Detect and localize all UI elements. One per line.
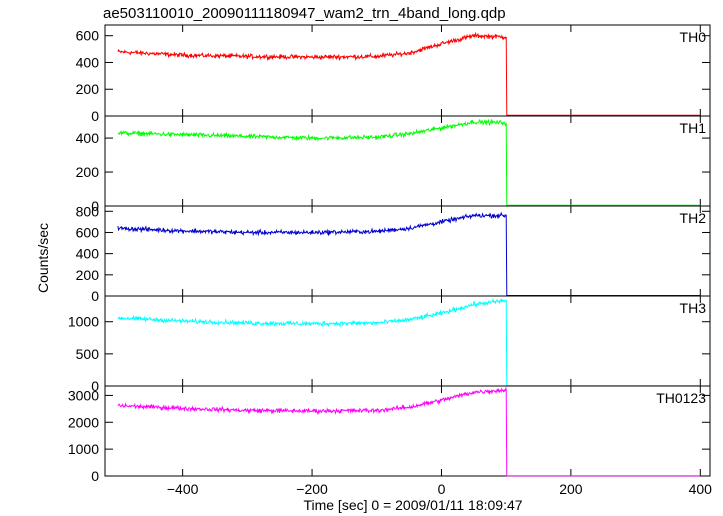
series-line-th0123 [117, 386, 701, 477]
y-tick-label: 0 [91, 288, 99, 304]
series-line-th1 [117, 118, 701, 206]
y-tick-label: 500 [76, 346, 100, 362]
y-tick-label: 0 [91, 378, 99, 394]
panel-frame [104, 295, 711, 387]
y-tick-label: 600 [76, 224, 100, 240]
y-tick-label: 800 [76, 203, 100, 219]
y-tick-label: 2000 [68, 414, 99, 430]
y-tick-label: 1000 [68, 314, 99, 330]
y-tick-label: 0 [91, 108, 99, 124]
y-tick-label: 200 [76, 164, 100, 180]
panel-label: TH2 [680, 210, 707, 226]
panel-label: TH0123 [656, 390, 706, 406]
y-axis-label: Counts/sec [35, 223, 51, 293]
y-tick-label: 400 [76, 246, 100, 262]
y-tick-label: 400 [76, 54, 100, 70]
series-line-th0 [117, 31, 701, 116]
series-line-th3 [117, 297, 701, 387]
panel-frame [104, 24, 711, 117]
y-tick-label: 1000 [68, 441, 99, 457]
chart-title: ae503110010_20090111180947_wam2_trn_4ban… [103, 5, 506, 22]
y-tick-label: 200 [76, 267, 100, 283]
panel-th0123: 0 1000 2000 3000 TH0123 [68, 385, 711, 484]
y-tick-label: 600 [76, 28, 100, 44]
panel-frame [104, 385, 711, 477]
x-tick-label: 400 [689, 481, 713, 497]
y-tick-label: 3000 [68, 387, 99, 403]
panel-th0: 0 200 400 600 TH0 [76, 24, 711, 124]
y-tick-label: 0 [91, 198, 99, 214]
x-tick-label: 0 [438, 481, 446, 497]
x-tick-label: −200 [296, 481, 328, 497]
x-axis-label: Time [sec] 0 = 2009/01/11 18:09:47 [303, 497, 522, 513]
panel-frame [104, 205, 711, 297]
y-tick-label: 200 [76, 81, 100, 97]
panel-label: TH1 [680, 120, 707, 136]
x-axis: −400 −200 0 200 400 [167, 481, 712, 497]
x-tick-label: 200 [559, 481, 583, 497]
panel-th3: 0 500 1000 TH3 [68, 295, 711, 394]
panel-label: TH3 [680, 300, 707, 316]
panel-frame [104, 115, 711, 207]
panel-th1: 0 200 400 TH1 [76, 115, 711, 214]
y-tick-label: 0 [91, 468, 99, 484]
panel-th2: 0 200 400 600 800 TH2 [76, 203, 711, 304]
y-tick-label: 400 [76, 130, 100, 146]
series-line-th2 [117, 211, 701, 296]
panel-label: TH0 [680, 29, 707, 45]
x-tick-label: −400 [167, 481, 199, 497]
